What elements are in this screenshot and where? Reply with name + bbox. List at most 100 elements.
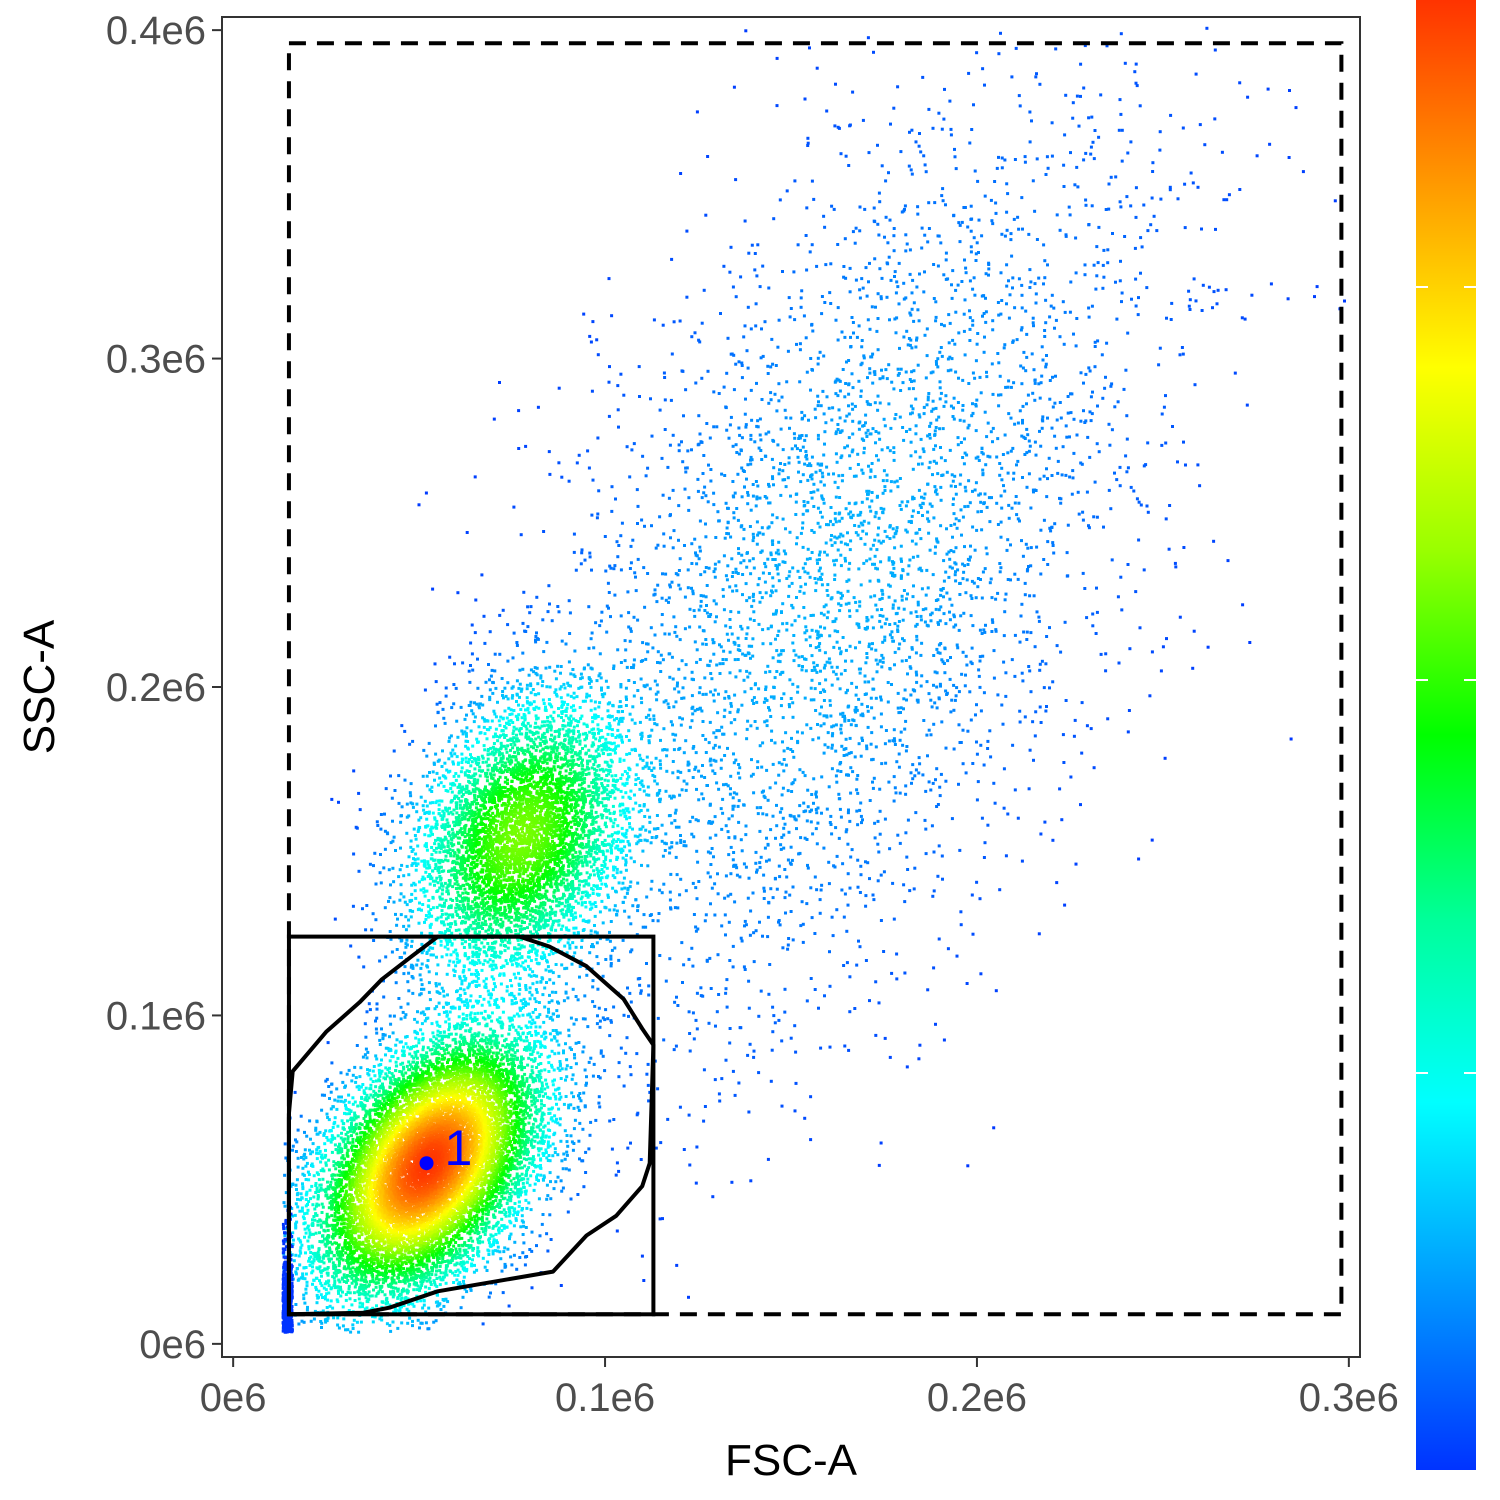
- density-point: [405, 1102, 408, 1106]
- density-point: [414, 1069, 418, 1073]
- density-point: [303, 1212, 307, 1216]
- density-point: [375, 1057, 379, 1061]
- density-point: [495, 1018, 499, 1022]
- density-point: [314, 1182, 318, 1185]
- density-point: [427, 1306, 431, 1310]
- density-point: [300, 1209, 304, 1213]
- density-point: [452, 1062, 456, 1066]
- density-point: [483, 1066, 487, 1070]
- density-point: [504, 1050, 508, 1054]
- density-point: [364, 1096, 368, 1100]
- density-point: [391, 1153, 395, 1157]
- density-point: [340, 1233, 343, 1236]
- density-point: [546, 1145, 550, 1149]
- density-point: [454, 1241, 458, 1244]
- density-point: [307, 1228, 311, 1232]
- density-point: [310, 1271, 314, 1275]
- density-point: [341, 1138, 345, 1142]
- density-point: [555, 1117, 558, 1121]
- density-point: [436, 1227, 440, 1231]
- density-point: [510, 1206, 514, 1210]
- density-point: [421, 1264, 425, 1268]
- density-point: [371, 1275, 375, 1279]
- density-point: [285, 1227, 289, 1231]
- density-point: [547, 1061, 551, 1065]
- density-point: [509, 1179, 513, 1183]
- density-point: [473, 1231, 477, 1235]
- density-point: [364, 1109, 368, 1113]
- density-point: [432, 1114, 436, 1118]
- density-point: [591, 1074, 595, 1078]
- density-point: [455, 1065, 458, 1069]
- density-point: [531, 1080, 535, 1084]
- density-point: [536, 1031, 540, 1035]
- density-point: [539, 1076, 543, 1079]
- density-point: [463, 1022, 467, 1025]
- density-point: [365, 1056, 369, 1060]
- density-point: [461, 1088, 465, 1091]
- density-point: [513, 1240, 517, 1244]
- density-point: [381, 1082, 384, 1086]
- density-point: [412, 1166, 416, 1170]
- density-point: [417, 1107, 421, 1111]
- density-point: [447, 1017, 451, 1021]
- density-point: [382, 1103, 385, 1107]
- density-point: [509, 1158, 513, 1162]
- density-point: [323, 1297, 327, 1301]
- density-point: [347, 1100, 351, 1104]
- density-point: [364, 1035, 368, 1039]
- density-point: [449, 1079, 453, 1083]
- density-point: [483, 1104, 487, 1108]
- density-point: [419, 1148, 423, 1152]
- density-point: [395, 1089, 399, 1093]
- density-point: [548, 978, 552, 982]
- density-point: [395, 1229, 399, 1233]
- density-point: [332, 1160, 336, 1164]
- density-point: [513, 1051, 517, 1055]
- density-point: [459, 1043, 462, 1046]
- density-point: [582, 1185, 586, 1189]
- density-point: [525, 1096, 529, 1100]
- density-point: [511, 1182, 514, 1186]
- density-point: [451, 1271, 455, 1275]
- density-point: [473, 1039, 477, 1043]
- density-point: [537, 1109, 541, 1113]
- density-point: [391, 1031, 395, 1035]
- density-point: [449, 1053, 453, 1057]
- density-point: [450, 1110, 454, 1114]
- density-point: [348, 1181, 352, 1185]
- density-point: [569, 1134, 573, 1138]
- density-point: [294, 1183, 298, 1187]
- density-point: [477, 1171, 481, 1175]
- density-point: [283, 1234, 287, 1238]
- density-point: [474, 1228, 478, 1231]
- density-point: [470, 1172, 474, 1176]
- density-point: [415, 1281, 418, 1285]
- density-point: [504, 1037, 508, 1041]
- density-point: [555, 1030, 559, 1034]
- density-point: [405, 1217, 409, 1221]
- density-point: [423, 1013, 427, 1017]
- density-point: [414, 1248, 418, 1252]
- density-point: [510, 1040, 514, 1044]
- density-point: [484, 1208, 488, 1212]
- density-point: [524, 988, 528, 992]
- density-point: [519, 1110, 523, 1114]
- density-point: [399, 1157, 403, 1161]
- density-point: [439, 1216, 443, 1220]
- density-point: [480, 1003, 484, 1007]
- density-point: [509, 1232, 513, 1236]
- density-point: [327, 1206, 331, 1210]
- density-point: [421, 1070, 425, 1074]
- density-point: [433, 1050, 437, 1054]
- density-point: [534, 1105, 538, 1109]
- density-point: [413, 1241, 417, 1245]
- density-point: [481, 1160, 485, 1164]
- density-point: [333, 1190, 337, 1194]
- density-point: [375, 1304, 378, 1308]
- density-point: [487, 1000, 491, 1004]
- density-point: [379, 1102, 383, 1106]
- density-point: [354, 1076, 358, 1080]
- density-point: [337, 1232, 341, 1236]
- density-point: [448, 1253, 452, 1257]
